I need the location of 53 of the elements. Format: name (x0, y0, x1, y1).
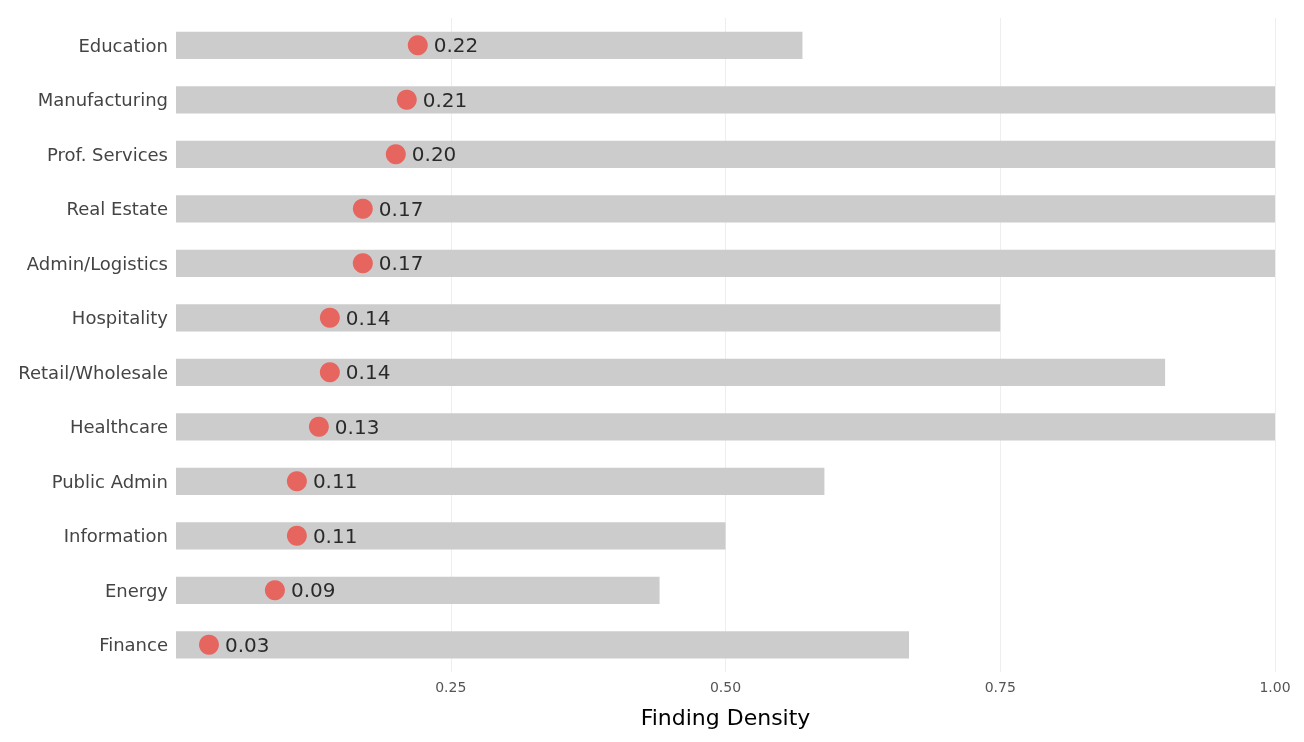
data-label: 0.17 (378, 251, 424, 276)
data-label: 0.14 (345, 360, 391, 385)
data-label: 0.13 (334, 414, 380, 439)
bar (176, 358, 1166, 386)
x-axis-title: Finding Density (640, 704, 811, 730)
point (319, 307, 340, 328)
point (286, 471, 307, 492)
point (198, 634, 219, 655)
bar (176, 413, 1275, 441)
data-label: 0.14 (345, 305, 391, 330)
y-tick-label: Manufacturing (37, 89, 168, 111)
y-tick-label: Real Estate (66, 198, 168, 220)
bar (176, 576, 660, 604)
bar (176, 249, 1275, 277)
bar (176, 304, 1001, 332)
data-label: 0.11 (312, 523, 358, 548)
point (286, 525, 307, 546)
data-label: 0.17 (378, 196, 424, 221)
point (385, 144, 406, 165)
y-tick-label: Information (63, 525, 168, 547)
y-tick-label: Education (78, 34, 168, 56)
y-tick-label: Public Admin (51, 470, 168, 492)
bar (176, 31, 803, 59)
y-tick-label: Hospitality (71, 307, 169, 329)
bar (176, 195, 1275, 223)
point (308, 416, 329, 437)
point (396, 89, 417, 110)
data-label: 0.22 (433, 33, 479, 58)
data-label: 0.20 (411, 142, 457, 167)
point (352, 198, 373, 219)
bar (176, 631, 910, 659)
y-tick-label: Retail/Wholesale (18, 361, 168, 383)
y-tick-label: Energy (104, 579, 169, 601)
y-tick-label: Finance (99, 634, 168, 656)
bar (176, 522, 726, 550)
bar (176, 467, 825, 495)
bar (176, 86, 1275, 114)
data-label: 0.11 (312, 469, 358, 494)
bar (176, 140, 1275, 168)
y-tick-label: Prof. Services (47, 143, 168, 165)
x-tick-label: 0.25 (435, 679, 467, 695)
point (352, 253, 373, 274)
data-label: 0.09 (290, 578, 336, 603)
point (264, 580, 285, 601)
point (407, 35, 428, 56)
y-tick-label: Healthcare (69, 416, 168, 438)
data-label: 0.03 (224, 632, 270, 657)
x-tick-label: 0.50 (709, 679, 742, 695)
x-tick-label: 0.75 (984, 679, 1016, 695)
y-tick-label: Admin/Logistics (26, 252, 168, 274)
point (319, 362, 340, 383)
x-tick-label: 1.00 (1259, 679, 1291, 695)
data-label: 0.21 (422, 87, 468, 112)
